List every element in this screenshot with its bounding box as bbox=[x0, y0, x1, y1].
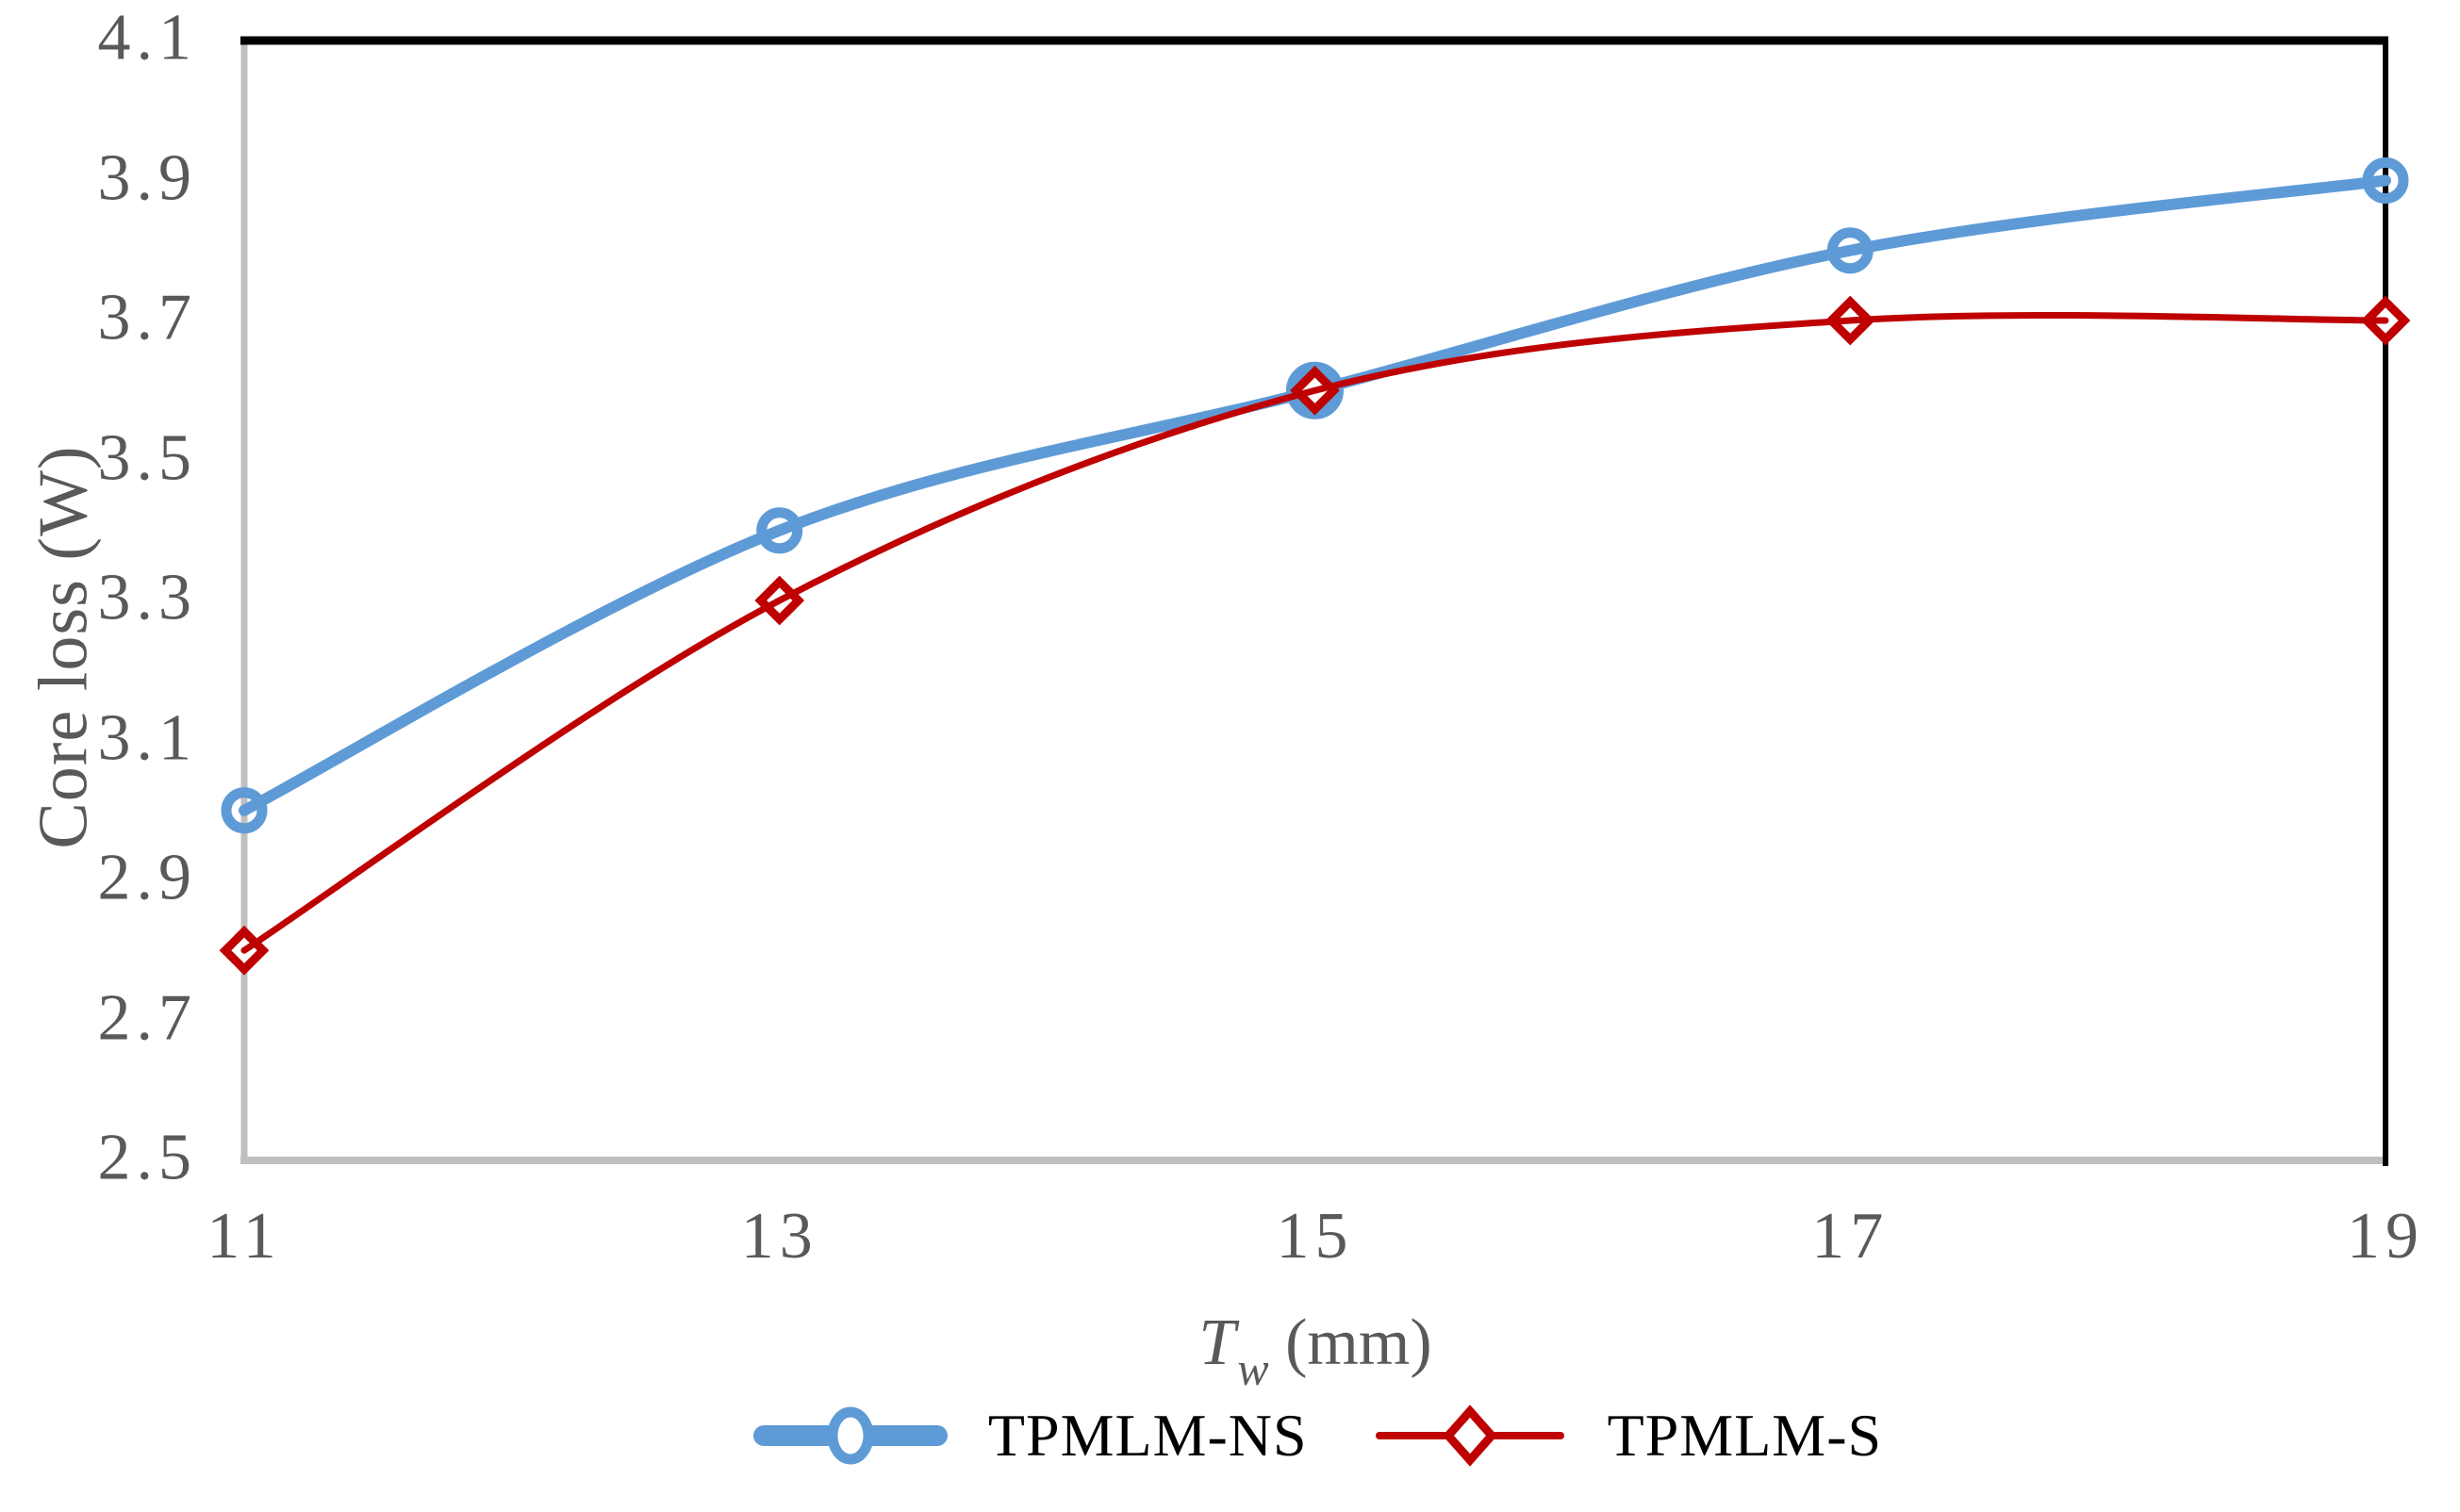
y-axis-title: Core loss (W) bbox=[25, 445, 103, 849]
marker-circle-tpmlm-ns bbox=[1826, 227, 1874, 274]
x-tick-label: 13 bbox=[740, 1200, 818, 1273]
x-axis-title-symbol: T bbox=[1198, 1307, 1236, 1379]
x-axis-title: Tw (mm) bbox=[0, 1306, 2460, 1392]
y-tick-label: 4.1 bbox=[97, 1, 197, 74]
legend-swatch-diamond-icon bbox=[1375, 1405, 1564, 1467]
y-tick-label: 3.5 bbox=[97, 421, 197, 495]
y-tick-label: 3.9 bbox=[97, 141, 197, 215]
x-tick-label: 17 bbox=[1811, 1200, 1890, 1273]
legend: TPMLM-NS TPMLM-S bbox=[0, 1400, 2460, 1471]
y-tick-label: 2.7 bbox=[97, 981, 197, 1055]
marker-circle-tpmlm-ns bbox=[2362, 157, 2409, 204]
y-axis-tick-labels: 2.5 2.7 2.9 3.1 3.3 3.5 3.7 3.9 4.1 bbox=[0, 0, 197, 1512]
x-tick-label: 19 bbox=[2347, 1200, 2424, 1273]
marker-circle-tpmlm-ns bbox=[221, 787, 268, 834]
y-tick-label: 3.1 bbox=[97, 701, 197, 775]
legend-label-tpmlm-s: TPMLM-S bbox=[1607, 1402, 1883, 1469]
x-tick-label: 15 bbox=[1276, 1200, 1354, 1273]
marker-diamond-tpmlm-s bbox=[1824, 295, 1875, 346]
x-axis-title-subscript: w bbox=[1237, 1342, 1269, 1395]
y-tick-label: 2.9 bbox=[97, 841, 197, 914]
legend-item-tpmlm-ns: TPMLM-NS bbox=[749, 1400, 1308, 1471]
y-tick-label: 3.3 bbox=[97, 561, 197, 634]
series-line-tpmlm-s bbox=[240, 312, 2389, 954]
legend-label-tpmlm-ns: TPMLM-NS bbox=[987, 1402, 1308, 1469]
y-tick-label: 3.7 bbox=[97, 281, 197, 354]
legend-item-tpmlm-s: TPMLM-S bbox=[1368, 1400, 1883, 1471]
marker-circle-tpmlm-ns bbox=[756, 507, 803, 554]
x-tick-label: 11 bbox=[206, 1200, 282, 1273]
marker-diamond-tpmlm-s bbox=[1290, 365, 1340, 416]
marker-diamond-tpmlm-s bbox=[754, 575, 805, 626]
marker-diamond-tpmlm-s bbox=[2360, 295, 2411, 346]
legend-swatch-circle-icon bbox=[752, 1406, 948, 1465]
marker-diamond-tpmlm-s bbox=[219, 925, 270, 976]
y-tick-label: 2.5 bbox=[97, 1121, 197, 1194]
x-axis-title-unit: (mm) bbox=[1268, 1307, 1432, 1379]
